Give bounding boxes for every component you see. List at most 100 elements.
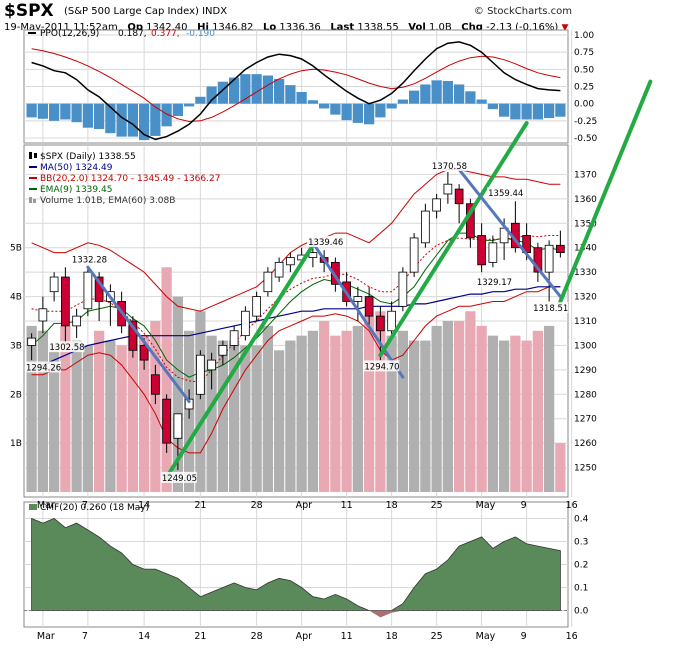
volume-bar [431, 325, 442, 492]
volume-bar [319, 321, 330, 492]
ppo-signal-legend-value: 0.377, [151, 29, 180, 39]
volume-bar [454, 321, 465, 492]
price-annotation-bg [363, 360, 400, 372]
uptrend-line [558, 79, 653, 304]
volume-bar [386, 335, 397, 492]
ppo-histogram-bar [274, 78, 285, 104]
volume-bar [172, 296, 183, 492]
volume-tick-label: 5B [10, 244, 22, 254]
change-value: -2.13 (-0.16%) [486, 22, 559, 33]
price-tick-label: 1260 [574, 439, 597, 449]
ppo-tick-label: -0.25 [574, 117, 597, 127]
volume-bar [532, 330, 543, 492]
open-label: Op [127, 22, 143, 33]
ppo-histogram-bar [431, 80, 442, 104]
ppo-histogram-bar [330, 103, 341, 115]
x-tick-label: 14 [138, 631, 150, 642]
volume-bar [521, 340, 532, 492]
volume-bar [229, 340, 240, 492]
volume-bar [352, 325, 363, 492]
price-tick-label: 1300 [574, 341, 597, 351]
volume-bar [476, 325, 487, 492]
candle [376, 315, 385, 332]
ppo-histogram-bar [82, 103, 93, 128]
x-tick-label: 16 [566, 500, 578, 511]
candle [173, 413, 183, 439]
price-annotation: 1294.70 [364, 362, 399, 372]
volume-bar [206, 335, 217, 492]
x-tick-label: 9 [521, 500, 527, 511]
cmf-tick-label: 0.1 [574, 584, 588, 594]
candle [72, 315, 81, 327]
cmf-legend-icon [29, 504, 37, 510]
volume-bar [82, 345, 93, 492]
ppo-histogram-bar [60, 103, 71, 120]
low-label: Lo [262, 22, 277, 33]
ppo-histogram-bar [217, 81, 228, 104]
uptrend-line [164, 243, 315, 480]
ppo-histogram-bar [229, 77, 240, 104]
volume-tick-label: 2B [10, 390, 22, 400]
price-annotation-bg [25, 361, 61, 373]
quote-date: 19-May-2011 11:52am [4, 22, 118, 33]
last-value: 1338.55 [357, 22, 399, 33]
candle [274, 261, 284, 278]
price-annotation-bg [532, 302, 569, 314]
volume-bar [296, 335, 307, 492]
ppo-histogram-bar [285, 85, 296, 104]
price-annotation: 1318.51 [533, 304, 568, 314]
cmf-tick-label: 0.0 [574, 607, 589, 617]
ppo-histogram-bar [510, 103, 521, 120]
candle [421, 210, 430, 244]
ppo-histogram-bar [116, 103, 127, 137]
candle [241, 310, 250, 337]
ppo-tick-label: 0.50 [574, 65, 594, 75]
candle [488, 242, 498, 263]
price-annotation-bg [160, 471, 197, 483]
volume-bar [465, 311, 476, 492]
volume-bar [510, 335, 521, 492]
ppo-histogram-bar [161, 103, 172, 127]
ppo-histogram-bar [487, 103, 498, 110]
brand-label[interactable]: © StockCharts.com [473, 6, 572, 17]
volume-bar [49, 345, 60, 492]
low-value: 1336.36 [279, 22, 321, 33]
x-tick-label: 25 [431, 631, 443, 642]
volume-bar [251, 345, 262, 492]
price-annotation-bg [487, 187, 524, 199]
candle [207, 359, 216, 371]
volume-bar [139, 335, 150, 492]
candle [398, 271, 408, 307]
ppo-histogram-bar [127, 103, 138, 137]
ppo-histogram-bar [172, 103, 183, 117]
volume-bar [364, 316, 375, 492]
volume-bar [307, 330, 318, 492]
x-tick-label: May [476, 500, 496, 511]
ppo-histogram-bar [206, 86, 217, 104]
candle [139, 345, 149, 361]
x-tick-label: 11 [341, 500, 353, 511]
x-tick-label: May [476, 631, 496, 642]
ppo-histogram-bar [532, 103, 543, 120]
candle [331, 261, 340, 285]
volume-bar [195, 311, 206, 492]
price-annotation: 1332.28 [72, 256, 107, 266]
x-tick-label: Mar [37, 500, 55, 511]
ppo-histogram-bar [555, 103, 566, 117]
x-tick-label: Apr [296, 631, 313, 642]
ppo-histogram-bar [341, 103, 352, 121]
ppo-histogram-bar [386, 103, 397, 109]
price-tick-label: 1320 [574, 293, 597, 303]
candle [128, 320, 138, 351]
change-label: Chg [461, 22, 483, 33]
ppo-tick-label: 1.00 [574, 31, 594, 41]
volume-value: 1.0B [428, 22, 452, 33]
ppo-legend-value: 0.187, [118, 29, 147, 39]
ppo-histogram-bar [139, 103, 150, 141]
symbol-description: (S&P 500 Large Cap Index) INDX [64, 6, 228, 17]
volume-bar [127, 325, 138, 492]
volume-tick-label: 3B [10, 341, 22, 351]
price-tick-label: 1290 [574, 366, 597, 376]
last-label: Last [330, 22, 355, 33]
candle-icon [29, 152, 32, 159]
